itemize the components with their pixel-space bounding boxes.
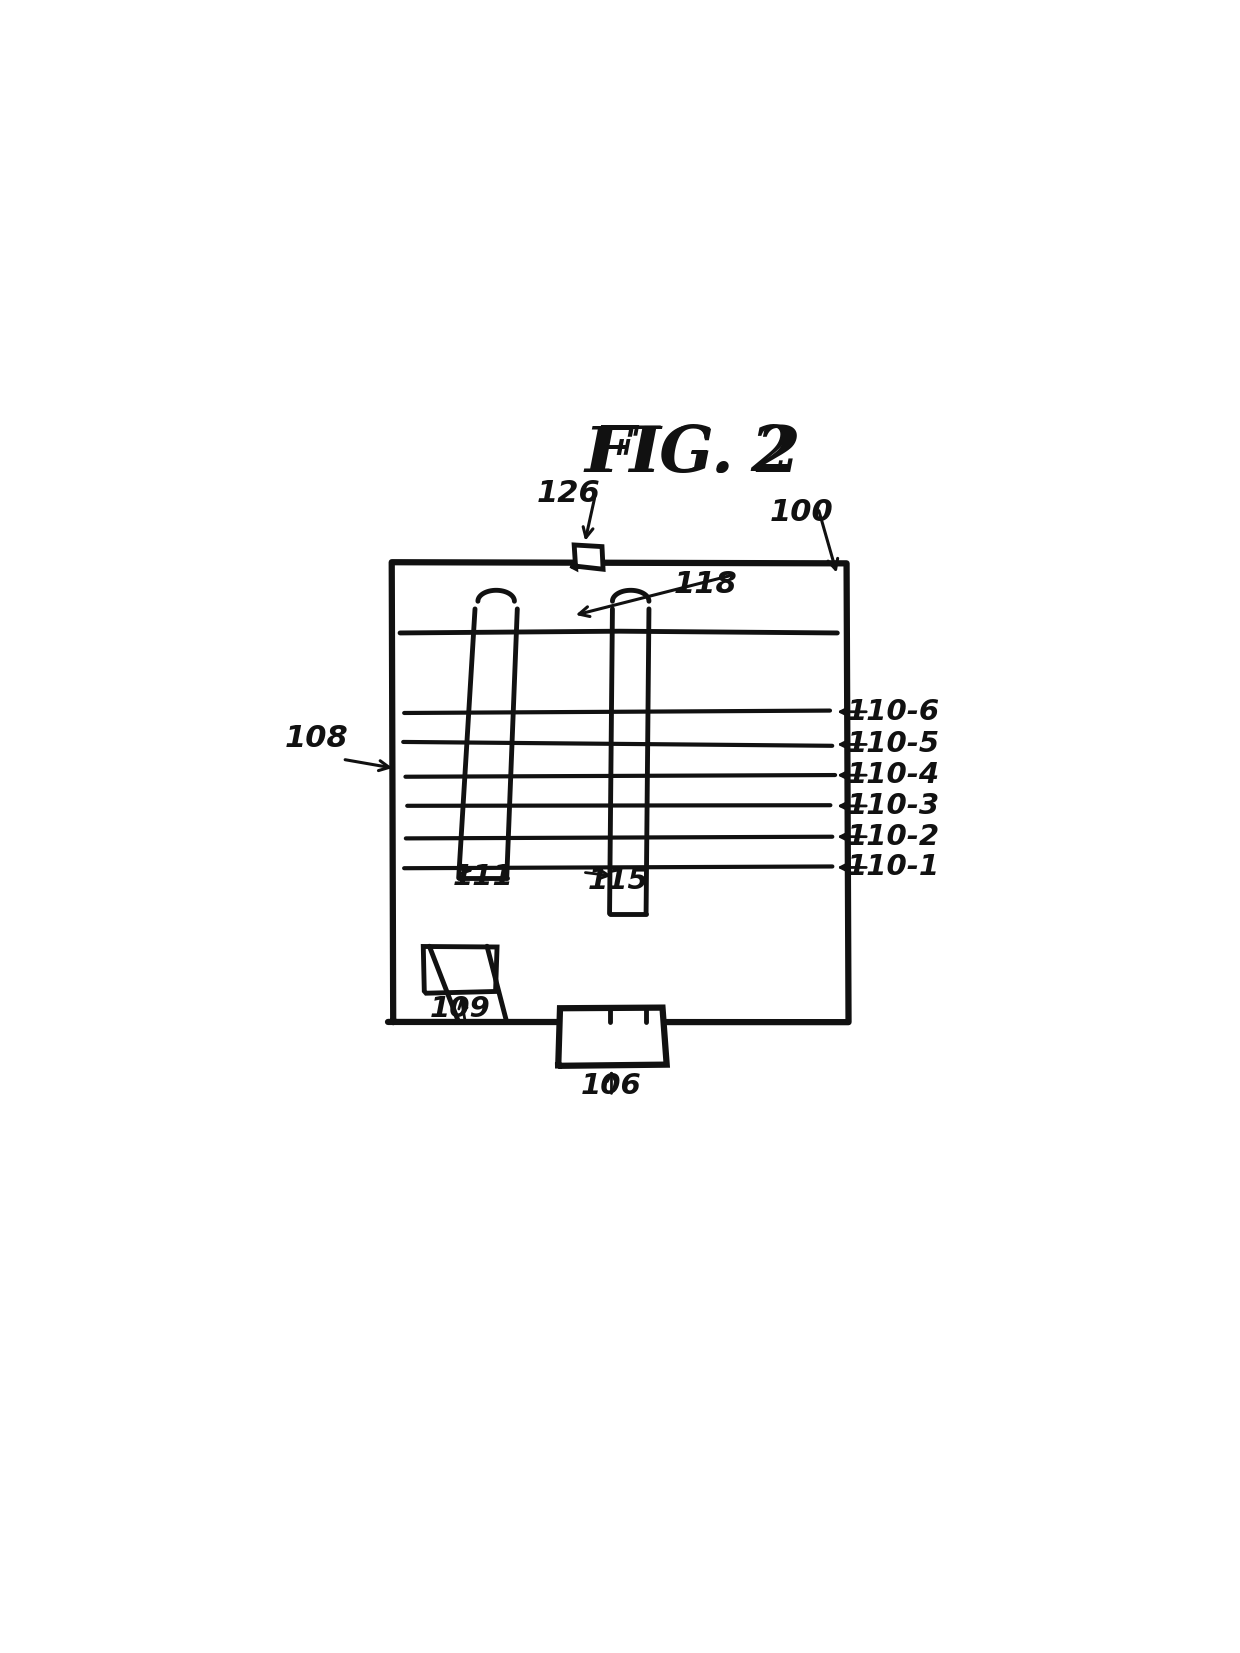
- Text: 109: 109: [430, 995, 491, 1023]
- Text: 115: 115: [588, 866, 649, 894]
- Polygon shape: [570, 545, 603, 569]
- Polygon shape: [423, 947, 497, 993]
- Text: 118: 118: [675, 570, 738, 600]
- Text: FIG. 2: FIG. 2: [594, 425, 792, 486]
- Text: 110-4: 110-4: [847, 760, 940, 788]
- Text: 110-2: 110-2: [847, 823, 940, 851]
- Text: 110-3: 110-3: [847, 792, 940, 820]
- Text: 108: 108: [285, 724, 348, 754]
- Text: 110-5: 110-5: [847, 731, 940, 759]
- Text: 110-1: 110-1: [847, 853, 940, 881]
- Text: 100: 100: [770, 498, 833, 527]
- Text: 126: 126: [537, 479, 600, 507]
- Text: 110-6: 110-6: [847, 698, 940, 726]
- Polygon shape: [558, 1008, 667, 1068]
- Text: 106: 106: [582, 1073, 642, 1101]
- Text: FIG. 2: FIG. 2: [585, 425, 801, 486]
- Text: 111: 111: [453, 863, 513, 891]
